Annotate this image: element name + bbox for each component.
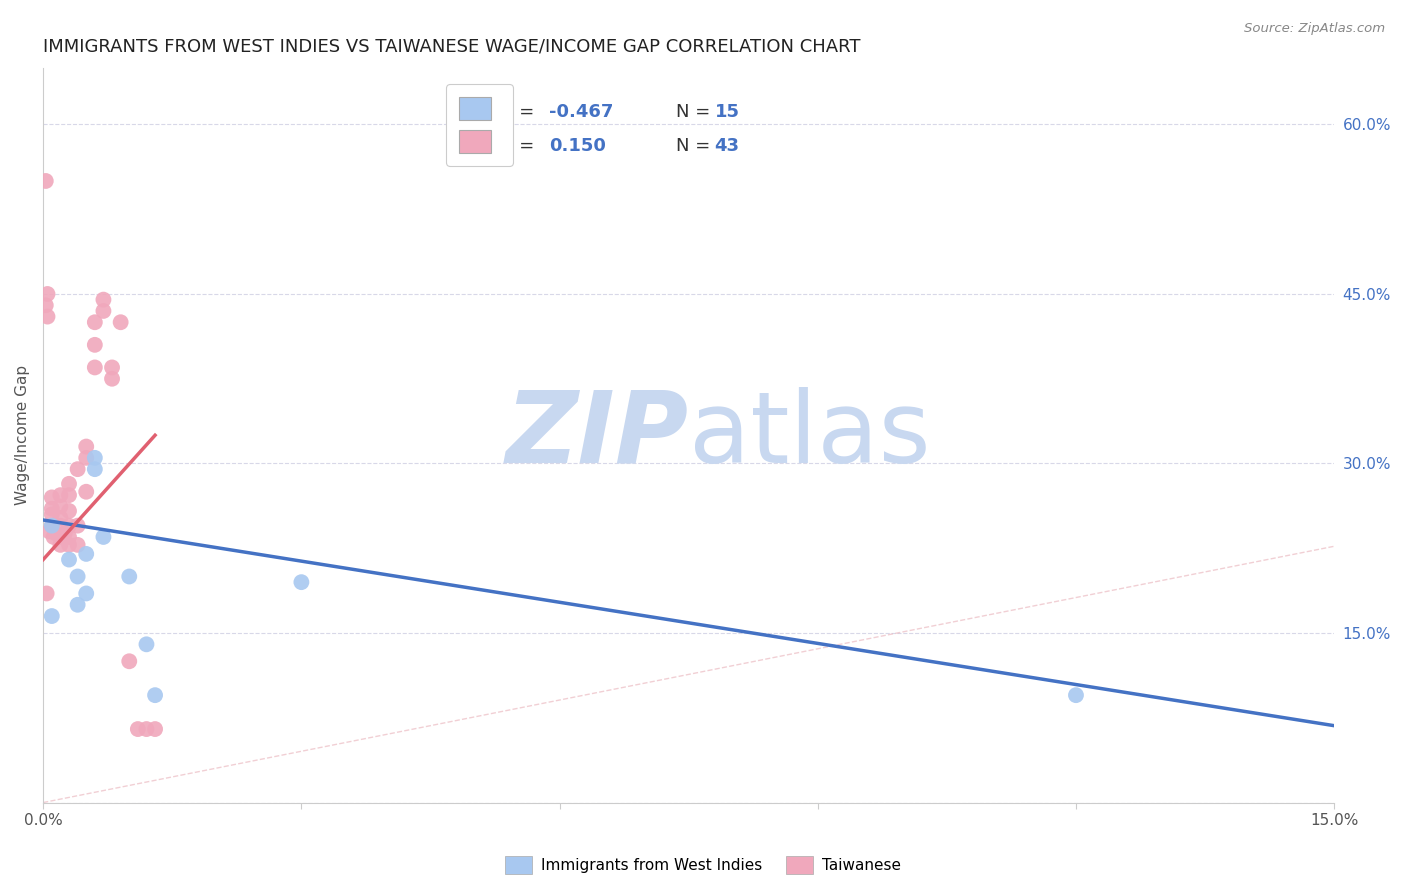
Legend: , : , xyxy=(446,85,513,166)
Point xyxy=(93,304,115,318)
Point xyxy=(93,530,115,544)
Point xyxy=(75,484,97,499)
Point xyxy=(83,462,105,476)
Point xyxy=(41,518,63,533)
Text: atlas: atlas xyxy=(689,387,931,483)
Point xyxy=(66,518,89,533)
Point xyxy=(58,530,80,544)
Point xyxy=(45,526,67,541)
Point xyxy=(41,609,63,624)
Point xyxy=(110,315,132,329)
Point xyxy=(35,298,58,312)
Point xyxy=(83,338,105,352)
Point xyxy=(101,360,124,375)
Point xyxy=(75,450,97,465)
Y-axis label: Wage/Income Gap: Wage/Income Gap xyxy=(15,365,30,505)
Point xyxy=(58,552,80,566)
Legend: Immigrants from West Indies, Taiwanese: Immigrants from West Indies, Taiwanese xyxy=(499,850,907,880)
Text: R =: R = xyxy=(502,103,540,121)
Text: 43: 43 xyxy=(714,137,740,155)
Point xyxy=(49,510,72,524)
Text: Source: ZipAtlas.com: Source: ZipAtlas.com xyxy=(1244,22,1385,36)
Text: -0.467: -0.467 xyxy=(550,103,613,121)
Point xyxy=(66,538,89,552)
Point xyxy=(37,287,59,301)
Point xyxy=(35,174,58,188)
Point xyxy=(135,722,157,736)
Point xyxy=(35,586,58,600)
Point xyxy=(41,518,63,533)
Point xyxy=(42,530,65,544)
Point xyxy=(41,501,63,516)
Point xyxy=(38,524,60,539)
Point xyxy=(118,569,141,583)
Point xyxy=(58,476,80,491)
Point xyxy=(75,547,97,561)
Text: R =: R = xyxy=(502,137,540,155)
Point xyxy=(93,293,115,307)
Point xyxy=(143,688,166,702)
Point xyxy=(58,518,80,533)
Point xyxy=(58,538,80,552)
Point xyxy=(49,538,72,552)
Point xyxy=(135,637,157,651)
Point xyxy=(58,488,80,502)
Point xyxy=(66,462,89,476)
Point xyxy=(118,654,141,668)
Point xyxy=(49,518,72,533)
Point xyxy=(75,440,97,454)
Text: 0.150: 0.150 xyxy=(550,137,606,155)
Point xyxy=(41,508,63,522)
Point xyxy=(83,360,105,375)
Point xyxy=(83,315,105,329)
Point xyxy=(1064,688,1087,702)
Text: ZIP: ZIP xyxy=(506,387,689,483)
Point xyxy=(101,372,124,386)
Text: IMMIGRANTS FROM WEST INDIES VS TAIWANESE WAGE/INCOME GAP CORRELATION CHART: IMMIGRANTS FROM WEST INDIES VS TAIWANESE… xyxy=(44,37,860,55)
Point xyxy=(66,569,89,583)
Point xyxy=(290,575,312,590)
Point xyxy=(127,722,149,736)
Point xyxy=(75,586,97,600)
Point xyxy=(49,500,72,514)
Point xyxy=(37,310,59,324)
Text: N =: N = xyxy=(676,137,716,155)
Point xyxy=(49,530,72,544)
Point xyxy=(53,526,76,541)
Point xyxy=(66,598,89,612)
Text: 15: 15 xyxy=(714,103,740,121)
Point xyxy=(143,722,166,736)
Point xyxy=(58,504,80,518)
Point xyxy=(41,491,63,505)
Text: N =: N = xyxy=(676,103,716,121)
Point xyxy=(83,450,105,465)
Point xyxy=(49,488,72,502)
